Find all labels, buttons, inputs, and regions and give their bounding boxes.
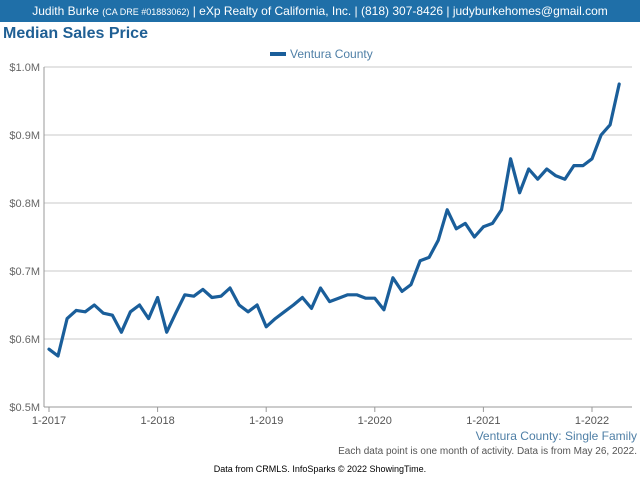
data-point [93, 303, 96, 307]
data-point [618, 82, 621, 86]
data-point [310, 307, 313, 310]
data-point [129, 310, 132, 313]
data-point [265, 325, 268, 328]
data-point [427, 256, 431, 259]
y-tick-label: $0.6M [9, 334, 40, 346]
data-point [255, 303, 259, 307]
data-note: Each data point is one month of activity… [338, 446, 637, 457]
data-point [599, 133, 603, 137]
data-point [400, 290, 404, 293]
x-tick-label: 1-2020 [358, 415, 392, 427]
data-point [201, 288, 205, 291]
data-point [283, 310, 286, 313]
data-point [437, 239, 440, 242]
y-tick-label: $0.5M [9, 402, 40, 414]
data-point [364, 297, 367, 300]
data-point [563, 178, 567, 181]
data-point [120, 331, 123, 334]
data-point [210, 296, 214, 299]
data-point [491, 222, 494, 225]
data-point [482, 225, 485, 228]
data-point [373, 297, 376, 300]
data-point [102, 312, 105, 315]
data-point [446, 208, 449, 211]
legend-label: Ventura County [290, 47, 373, 61]
x-tick-label: 1-2022 [575, 415, 609, 427]
series-line-ventura-county [47, 82, 621, 358]
agent-header-bar: Judith Burke (CA DRE #01883062) | eXp Re… [0, 0, 640, 22]
data-point [274, 317, 277, 320]
data-point [409, 283, 413, 286]
data-point [192, 295, 195, 298]
y-tick-label: $0.7M [9, 266, 40, 278]
data-point [246, 310, 250, 313]
data-point [382, 308, 386, 311]
data-point [75, 309, 78, 312]
agent-name: Judith Burke [32, 4, 99, 18]
data-point [455, 227, 458, 230]
data-point [391, 276, 395, 279]
data-point [219, 295, 223, 298]
data-point [464, 222, 467, 225]
data-point [138, 303, 141, 307]
data-point [527, 167, 530, 171]
x-tick-label: 1-2021 [466, 415, 500, 427]
data-point [473, 235, 476, 239]
data-point [608, 123, 612, 127]
data-point [56, 354, 60, 358]
data-point [328, 300, 331, 303]
series-footer-label: Ventura County: Single Family [475, 429, 637, 443]
data-point [536, 178, 539, 181]
data-point [47, 348, 51, 351]
x-tick-label: 1-2018 [140, 415, 174, 427]
data-point [147, 317, 150, 320]
data-point [346, 293, 349, 296]
data-point [237, 303, 241, 307]
data-point [581, 164, 585, 167]
data-point [156, 296, 159, 299]
data-point [84, 310, 87, 313]
data-point [500, 208, 503, 211]
data-point [183, 293, 186, 296]
data-point [301, 296, 304, 299]
license-number: (CA DRE #01883062) [102, 7, 190, 17]
x-tick-label: 1-2019 [249, 415, 283, 427]
data-point [509, 157, 512, 160]
data-point [165, 331, 168, 334]
data-point [337, 297, 340, 300]
data-point [518, 191, 521, 194]
agent-contact-details: | eXp Realty of California, Inc. | (818)… [192, 4, 608, 18]
data-point [174, 312, 177, 315]
x-tick-label: 1-2017 [32, 415, 66, 427]
data-point [355, 293, 358, 296]
data-point [590, 157, 594, 160]
data-point [572, 164, 576, 167]
data-point [111, 314, 114, 317]
chart-title: Median Sales Price [3, 25, 148, 42]
data-point [65, 317, 69, 320]
y-tick-label: $0.8M [9, 198, 40, 210]
data-point [319, 286, 322, 290]
data-point [292, 303, 295, 307]
y-tick-label: $1.0M [9, 62, 40, 74]
y-tick-label: $0.9M [9, 130, 40, 142]
data-source: Data from CRMLS. InfoSparks © 2022 Showi… [213, 464, 427, 474]
data-point [545, 167, 548, 171]
data-point [554, 174, 557, 177]
data-point [418, 259, 422, 262]
data-point [228, 286, 232, 290]
